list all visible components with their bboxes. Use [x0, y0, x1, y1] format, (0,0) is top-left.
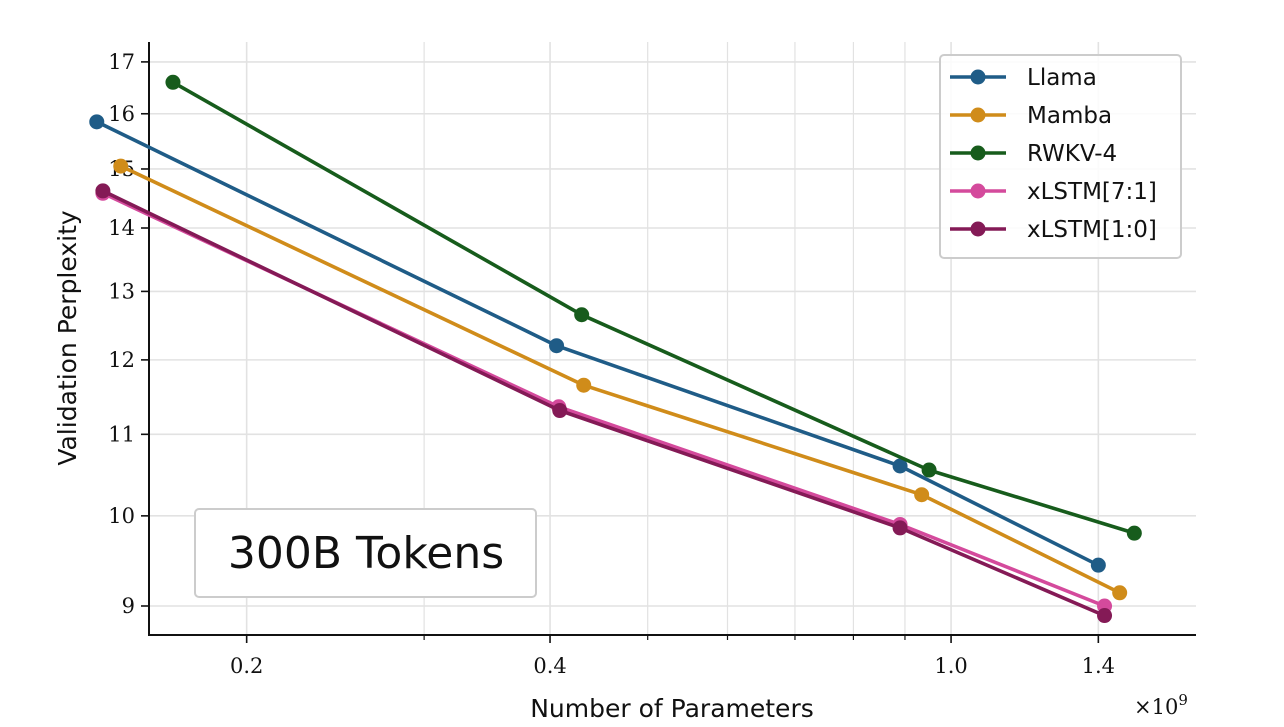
x-tick-label: 1.4 [1082, 654, 1115, 678]
legend-entry: RWKV-4 [950, 141, 1117, 167]
data-point [113, 158, 129, 174]
data-point [892, 458, 908, 474]
legend-label: Mamba [1027, 103, 1112, 129]
x-axis-multiplier-base: ×10 [1134, 695, 1178, 719]
series-llama [89, 114, 1106, 573]
legend-label: xLSTM[1:0] [1027, 217, 1157, 243]
legend-entry: Llama [950, 65, 1097, 91]
legend-marker [970, 145, 986, 161]
annotation-text: 300B Tokens [228, 528, 504, 579]
y-tick-label: 9 [122, 594, 135, 618]
y-tick-label: 13 [108, 279, 135, 303]
y-tick-label: 12 [108, 348, 135, 372]
x-tick-label: 0.4 [533, 654, 566, 678]
legend-label: Llama [1027, 65, 1097, 91]
series [89, 74, 1142, 624]
legend-marker [970, 69, 986, 85]
annotation-box: 300B Tokens [194, 508, 537, 598]
x-axis-multiplier: ×109 [1134, 691, 1188, 719]
data-point [95, 183, 111, 199]
series-line [120, 164, 1121, 595]
legend-entry: xLSTM[7:1] [950, 179, 1157, 205]
legend-frame [939, 54, 1182, 259]
y-tick-label: 16 [108, 102, 135, 126]
data-point [574, 307, 590, 323]
data-point [892, 520, 908, 536]
ticks: 0.20.41.01.491011121314151617 [108, 50, 1115, 678]
y-tick-label: 17 [108, 50, 135, 74]
y-tick-label: 14 [108, 216, 135, 240]
annotation-frame [194, 508, 537, 598]
y-axis-label: Validation Perplexity [53, 210, 82, 466]
legend: Llama Mamba RWKV-4 xLSTM[7:1] xLSTM[1:0] [939, 54, 1182, 259]
y-tick-label: 10 [108, 504, 135, 528]
data-point [1090, 557, 1106, 573]
legend-label: xLSTM[7:1] [1027, 179, 1157, 205]
data-point [576, 377, 592, 393]
data-point [1112, 585, 1128, 601]
data-point [549, 338, 565, 354]
data-point [1126, 525, 1142, 541]
legend-label: RWKV-4 [1027, 141, 1117, 167]
series-rwkv-4 [165, 74, 1142, 541]
series-line [172, 80, 1135, 535]
legend-marker [970, 221, 986, 237]
series-line [96, 120, 1100, 567]
series-mamba [113, 158, 1128, 601]
axes [148, 42, 1196, 636]
x-tick-label: 0.2 [230, 654, 263, 678]
y-tick-label: 11 [108, 422, 135, 446]
x-axis-multiplier-exponent: 9 [1178, 691, 1188, 709]
legend-entry: xLSTM[1:0] [950, 217, 1157, 243]
data-point [89, 114, 105, 130]
data-point [165, 74, 181, 90]
data-point [552, 403, 568, 419]
x-tick-label: 1.0 [934, 654, 967, 678]
x-axis-label: Number of Parameters [530, 694, 814, 723]
series-line [102, 189, 1106, 618]
data-point [921, 462, 937, 478]
data-point [914, 487, 930, 503]
legend-entry: Mamba [950, 103, 1112, 129]
series-xlstm-1-0 [95, 183, 1113, 624]
legend-marker [970, 183, 986, 199]
data-point [1097, 608, 1113, 624]
legend-marker [970, 107, 986, 123]
